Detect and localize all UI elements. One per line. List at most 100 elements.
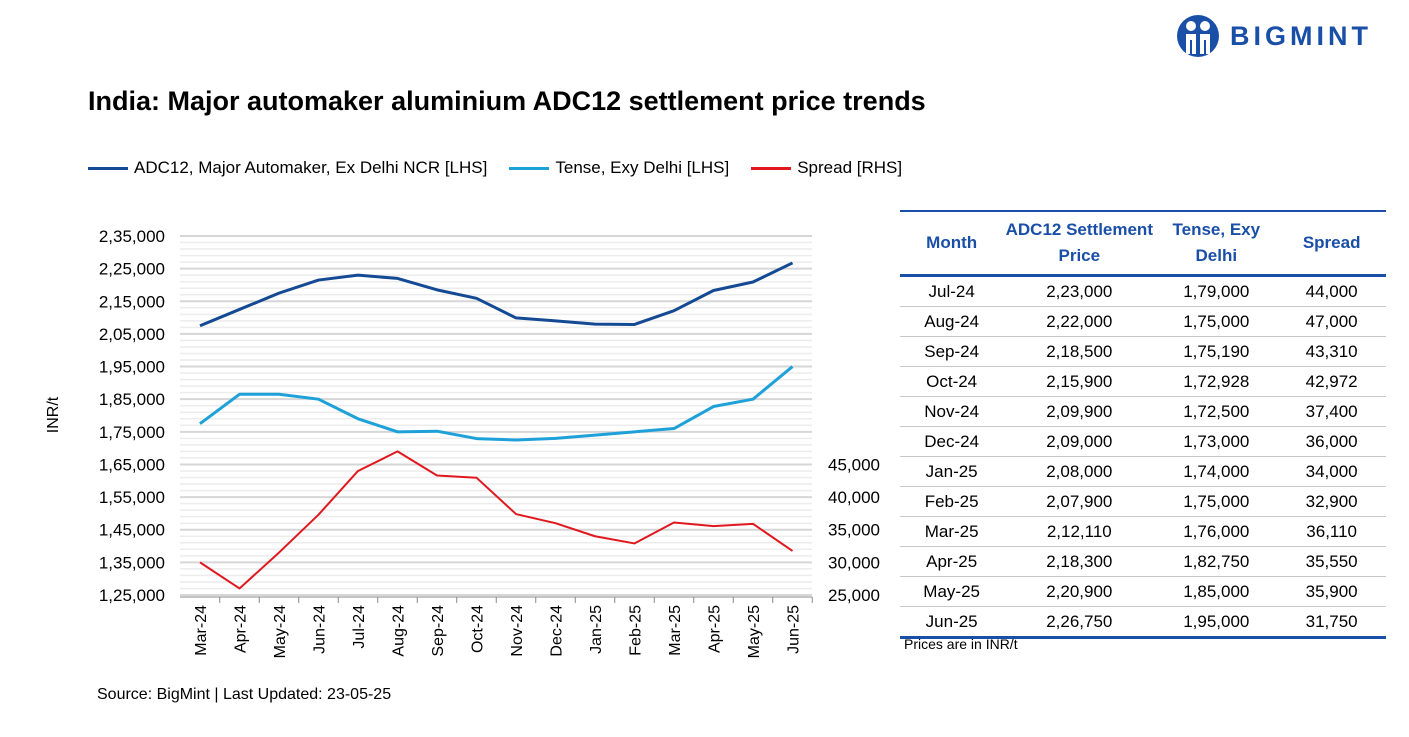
y-tick-right: 45,000 <box>828 455 880 474</box>
table-cell: 2,08,000 <box>1003 456 1156 487</box>
table-cell: 2,15,900 <box>1003 366 1156 397</box>
table-cell: 1,75,190 <box>1155 336 1278 367</box>
table-cell: 2,12,110 <box>1003 516 1156 547</box>
legend-item: Spread [RHS] <box>751 158 902 178</box>
line-chart: 1,25,000 1,35,000 1,45,000 1,55,000 1,65,000… <box>45 227 880 658</box>
table-cell: 2,18,500 <box>1003 336 1156 367</box>
table-cell: 31,750 <box>1277 606 1386 639</box>
table-cell: 2,09,900 <box>1003 396 1156 427</box>
y-tick-left: 2,35,000 <box>99 227 165 246</box>
table-cell: 32,900 <box>1277 486 1386 517</box>
legend-label: ADC12, Major Automaker, Ex Delhi NCR [LH… <box>134 158 488 177</box>
x-tick-label: May-25 <box>746 605 763 658</box>
table-cell: 36,000 <box>1277 426 1386 457</box>
table-cell: 42,972 <box>1277 366 1386 397</box>
table-header: Spread <box>1277 210 1386 277</box>
table-cell: 1,74,000 <box>1155 456 1278 487</box>
legend-label: Spread [RHS] <box>797 158 903 177</box>
x-tick-label: Nov-24 <box>509 605 526 657</box>
x-tick-label: May-24 <box>272 605 289 658</box>
table-row: Jul-24 2,23,000 1,79,000 44,000 <box>900 275 1386 307</box>
table-cell: 1,85,000 <box>1155 576 1278 607</box>
table-row: Apr-25 2,18,300 1,82,750 35,550 <box>900 546 1386 577</box>
x-tick-label: Feb-25 <box>628 605 645 656</box>
table-cell: 1,73,000 <box>1155 426 1278 457</box>
table-header: ADC12 Settlement Price <box>1003 210 1156 277</box>
table-row: Mar-25 2,12,110 1,76,000 36,110 <box>900 516 1386 547</box>
table-cell: 2,26,750 <box>1003 606 1156 639</box>
legend-swatch <box>88 166 128 170</box>
table-cell: 2,22,000 <box>1003 306 1156 337</box>
table-cell: Dec-24 <box>900 426 1004 457</box>
table-cell: Oct-24 <box>900 366 1004 397</box>
bigmint-logo: BIGMINT <box>1176 14 1372 58</box>
table-cell: 2,23,000 <box>1003 275 1156 307</box>
table-row: Nov-24 2,09,900 1,72,500 37,400 <box>900 396 1386 427</box>
table-row: Oct-24 2,15,900 1,72,928 42,972 <box>900 366 1386 397</box>
table-cell: 1,76,000 <box>1155 516 1278 547</box>
legend-swatch <box>751 166 792 170</box>
legend-item: Tense, Exy Delhi [LHS] <box>509 158 729 178</box>
table-cell: 2,20,900 <box>1003 576 1156 607</box>
table-cell: 1,75,000 <box>1155 486 1278 517</box>
x-tick-label: Mar-25 <box>667 605 684 656</box>
price-table: Month ADC12 Settlement Price Tense, Exy De… <box>900 210 1386 639</box>
table-cell: 1,95,000 <box>1155 606 1278 639</box>
table-cell: 2,09,000 <box>1003 426 1156 457</box>
x-tick-label: Apr-25 <box>707 605 724 653</box>
table-cell: Sep-24 <box>900 336 1004 367</box>
table-cell: Jun-25 <box>900 606 1004 639</box>
table-cell: Nov-24 <box>900 396 1004 427</box>
y-tick-right: 30,000 <box>828 553 880 572</box>
table-header: Tense, Exy Delhi <box>1155 210 1278 277</box>
source-note: Source: BigMint | Last Updated: 23-05-25 <box>97 686 392 703</box>
table-cell: 1,79,000 <box>1155 275 1278 307</box>
x-tick-label: Jul-24 <box>351 605 368 649</box>
table-note: Prices are in INR/t <box>904 636 1018 652</box>
table-cell: Mar-25 <box>900 516 1004 547</box>
table-cell: 1,72,928 <box>1155 366 1278 397</box>
table-cell: 2,07,900 <box>1003 486 1156 517</box>
x-tick-label: Oct-24 <box>470 605 487 653</box>
y-tick-left: 2,05,000 <box>99 325 165 344</box>
table-cell: 1,72,500 <box>1155 396 1278 427</box>
table-row: Sep-24 2,18,500 1,75,190 43,310 <box>900 336 1386 367</box>
legend-item: ADC12, Major Automaker, Ex Delhi NCR [LH… <box>88 158 487 178</box>
y-axis-label: INR/t <box>45 396 62 433</box>
series-line-0 <box>199 261 794 328</box>
page-title: India: Major automaker aluminium ADC12 s… <box>88 86 926 116</box>
table-cell: Feb-25 <box>900 486 1004 517</box>
table-cell: Aug-24 <box>900 306 1004 337</box>
table-cell: 43,310 <box>1277 336 1386 367</box>
y-tick-left: 1,35,000 <box>99 553 165 572</box>
table-row: Aug-24 2,22,000 1,75,000 47,000 <box>900 306 1386 337</box>
y-tick-left: 1,95,000 <box>99 358 165 377</box>
table-cell: 37,400 <box>1277 396 1386 427</box>
x-tick-label: Jan-25 <box>588 605 605 654</box>
x-tick-label: Jun-24 <box>312 605 329 654</box>
logo-icon <box>1177 15 1219 57</box>
x-tick-label: Aug-24 <box>391 605 408 657</box>
y-tick-left: 2,15,000 <box>99 292 165 311</box>
series-line-1 <box>199 365 794 442</box>
table-cell: Jul-24 <box>900 275 1004 307</box>
x-tick-label: Jun-25 <box>786 605 803 654</box>
table-cell: May-25 <box>900 576 1004 607</box>
table-cell: 34,000 <box>1277 456 1386 487</box>
table-cell: Apr-25 <box>900 546 1004 577</box>
table-row: Feb-25 2,07,900 1,75,000 32,900 <box>900 486 1386 517</box>
table-cell: 36,110 <box>1277 516 1386 547</box>
legend-swatch <box>509 166 550 170</box>
table-cell: 35,900 <box>1277 576 1386 607</box>
y-tick-right: 25,000 <box>828 586 880 605</box>
x-tick-label: Mar-24 <box>193 605 210 656</box>
table-row: Dec-24 2,09,000 1,73,000 36,000 <box>900 426 1386 457</box>
y-tick-right: 35,000 <box>828 521 880 540</box>
table-row: May-25 2,20,900 1,85,000 35,900 <box>900 576 1386 607</box>
table-header: Month <box>900 210 1004 277</box>
table-cell: 2,18,300 <box>1003 546 1156 577</box>
table-cell: 44,000 <box>1277 275 1386 307</box>
y-tick-left: 1,85,000 <box>99 390 165 409</box>
x-tick-label: Dec-24 <box>549 605 566 657</box>
y-tick-left: 2,25,000 <box>99 260 165 279</box>
